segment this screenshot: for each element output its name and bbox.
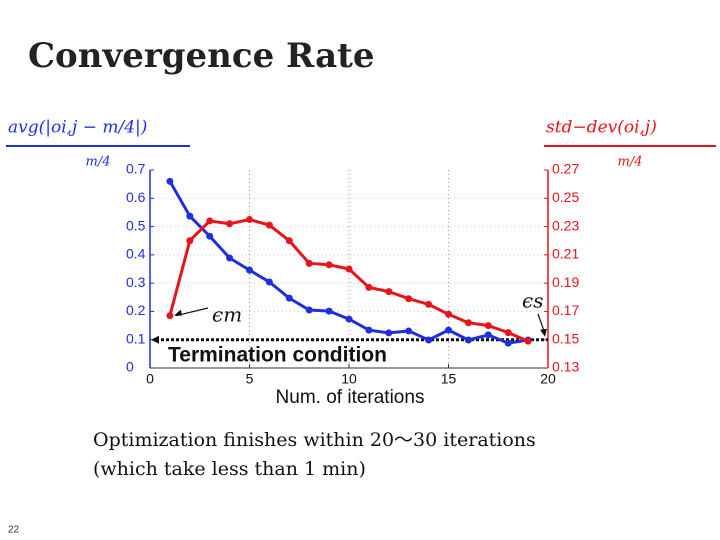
x-tick-label: 20	[540, 371, 556, 387]
series-point	[464, 319, 472, 327]
y2-axis-label-denominator: m/4	[618, 155, 643, 170]
series-annotation: ϵm	[212, 303, 242, 327]
caption-line: Optimization finishes within 20～30 itera…	[93, 429, 536, 451]
slide-title: Convergence Rate	[28, 36, 374, 76]
x-tick-label: 5	[246, 371, 254, 387]
series-point	[166, 177, 174, 185]
y2-tick-label: 0.15	[552, 330, 579, 346]
series-point	[484, 331, 492, 339]
y-axis-label: avg(|oi,j − m/4|)	[8, 118, 147, 138]
series-point	[425, 336, 433, 344]
series-point	[405, 295, 413, 303]
series-point	[484, 322, 492, 330]
page-number: 22	[8, 525, 20, 536]
series-point	[464, 336, 472, 344]
series-point	[305, 306, 313, 314]
x-axis-label: Num. of iterations	[276, 387, 425, 408]
series-point	[524, 337, 532, 345]
series-point	[285, 294, 293, 302]
series-point	[325, 261, 333, 269]
y-tick-label: 0.1	[126, 330, 146, 346]
series-annotation: ϵs	[522, 289, 543, 313]
y2-tick-label: 0.27	[552, 161, 579, 177]
series-point	[385, 288, 393, 296]
threshold-arrow	[151, 335, 159, 344]
series-point	[246, 266, 253, 274]
y-tick-label: 0.7	[126, 161, 146, 177]
series-point	[226, 220, 234, 228]
y-tick-label: 0.2	[126, 302, 146, 318]
y2-tick-label: 0.23	[552, 217, 579, 233]
series-point	[206, 217, 214, 225]
series-point	[365, 283, 373, 291]
series-point	[445, 310, 452, 318]
series-point	[504, 339, 512, 347]
series-point	[325, 307, 333, 315]
y-tick-label: 0.4	[126, 246, 146, 262]
y-tick-label: 0.3	[126, 274, 146, 290]
y-tick-label: 0	[126, 359, 134, 375]
caption-line: (which take less than 1 min)	[93, 458, 366, 480]
series-point	[226, 254, 234, 262]
annotation-arrowhead	[540, 328, 547, 337]
series-point	[425, 300, 433, 308]
y2-tick-label: 0.25	[552, 189, 579, 205]
x-tick-label: 0	[146, 371, 154, 387]
series-point	[365, 326, 373, 334]
series-point	[246, 216, 253, 223]
series-point	[504, 329, 512, 337]
series-point	[265, 221, 273, 229]
series-point	[305, 259, 313, 267]
series-point	[186, 212, 194, 220]
series-point	[186, 237, 194, 245]
series-point	[206, 232, 214, 240]
y-tick-label: 0.5	[126, 217, 146, 233]
series-point	[405, 327, 413, 335]
y2-tick-label: 0.17	[552, 302, 579, 318]
y-tick-label: 0.6	[126, 189, 146, 205]
y2-tick-label: 0.19	[552, 274, 579, 290]
series-point	[385, 329, 393, 337]
y2-tick-label: 0.21	[552, 246, 579, 262]
series-point	[265, 278, 273, 286]
annotation-arrowhead	[173, 309, 182, 316]
x-tick-label: 15	[441, 371, 457, 387]
y2-tick-label: 0.13	[552, 359, 579, 375]
y-axis-label-denominator: m/4	[86, 155, 111, 170]
threshold-label: Termination condition	[168, 343, 387, 366]
series-point	[345, 265, 353, 273]
series-point	[166, 312, 174, 320]
y2-axis-label: std−dev(oi,j)	[546, 118, 657, 138]
x-tick-label: 10	[341, 371, 357, 387]
series-point	[285, 237, 293, 245]
series-point	[445, 326, 452, 334]
series-point	[345, 315, 353, 323]
